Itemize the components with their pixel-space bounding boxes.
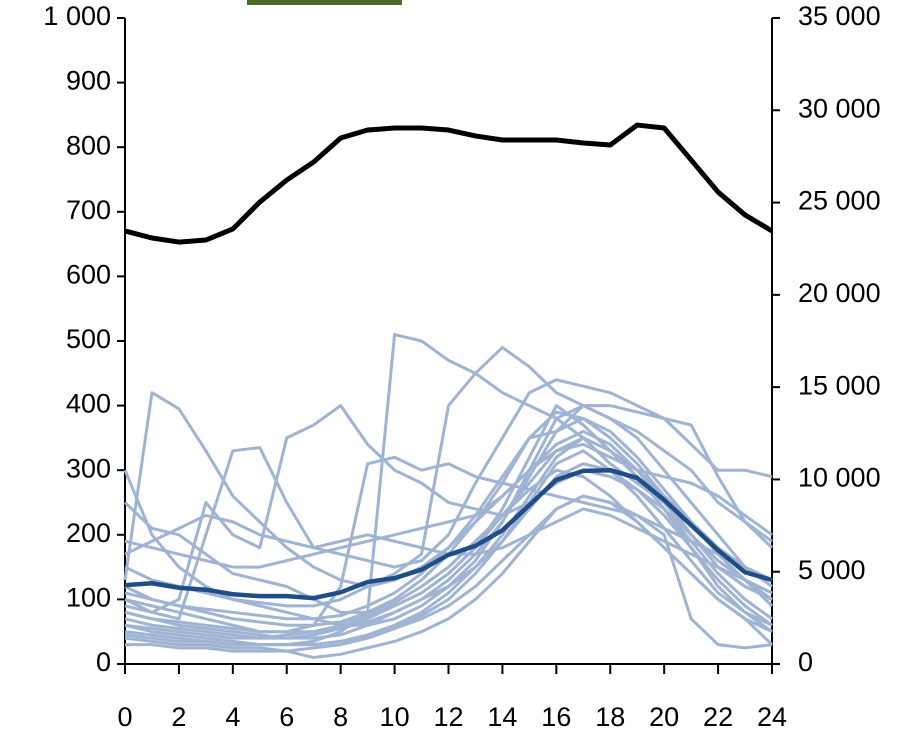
y-tick-label: 600	[66, 260, 111, 290]
series-line	[125, 494, 773, 653]
series-line	[124, 455, 773, 634]
x-tick-label: 22	[703, 702, 733, 732]
y-tick-label: 700	[66, 195, 111, 225]
y-tick-label: 300	[66, 453, 111, 483]
series-line	[124, 467, 773, 601]
series-line	[124, 404, 774, 621]
y2-tick-label: 5 000	[798, 555, 866, 585]
series-line	[124, 436, 773, 640]
series-line	[124, 417, 774, 640]
y-tick-label: 400	[66, 389, 111, 419]
x-tick-label: 8	[333, 702, 348, 732]
y-tick-label: 900	[66, 66, 111, 96]
x-tick-label: 10	[380, 702, 410, 732]
series-line	[124, 462, 773, 634]
x-tick-label: 14	[487, 702, 517, 732]
x-tick-label: 4	[225, 702, 240, 732]
image-fragment	[247, 0, 402, 5]
y2-tick-label: 20 000	[798, 278, 881, 308]
series-line	[124, 436, 773, 647]
y-tick-label: 1 000	[43, 1, 111, 31]
y-tick-label: 0	[96, 647, 111, 677]
series-line	[124, 345, 773, 608]
series-line	[124, 378, 773, 621]
y2-tick-label: 30 000	[798, 93, 881, 123]
y-tick-label: 200	[66, 518, 111, 548]
x-tick-label: 12	[433, 702, 463, 732]
series-line	[124, 468, 774, 646]
x-tick-label: 2	[171, 702, 186, 732]
series-line	[124, 442, 773, 569]
y2-tick-label: 0	[798, 647, 813, 677]
y2-tick-label: 15 000	[798, 370, 881, 400]
x-tick-label: 0	[117, 702, 132, 732]
y2-tick-label: 10 000	[798, 463, 881, 493]
y2-tick-label: 25 000	[798, 186, 881, 216]
x-tick-label: 24	[757, 702, 787, 732]
y-tick-label: 100	[66, 583, 111, 613]
series-line	[124, 122, 774, 245]
x-tick-label: 16	[541, 702, 571, 732]
x-tick-label: 18	[595, 702, 625, 732]
y2-tick-label: 35 000	[798, 1, 881, 31]
x-tick-label: 6	[279, 702, 294, 732]
x-tick-label: 20	[649, 702, 679, 732]
y-tick-label: 500	[66, 324, 111, 354]
y-tick-label: 800	[66, 130, 111, 160]
